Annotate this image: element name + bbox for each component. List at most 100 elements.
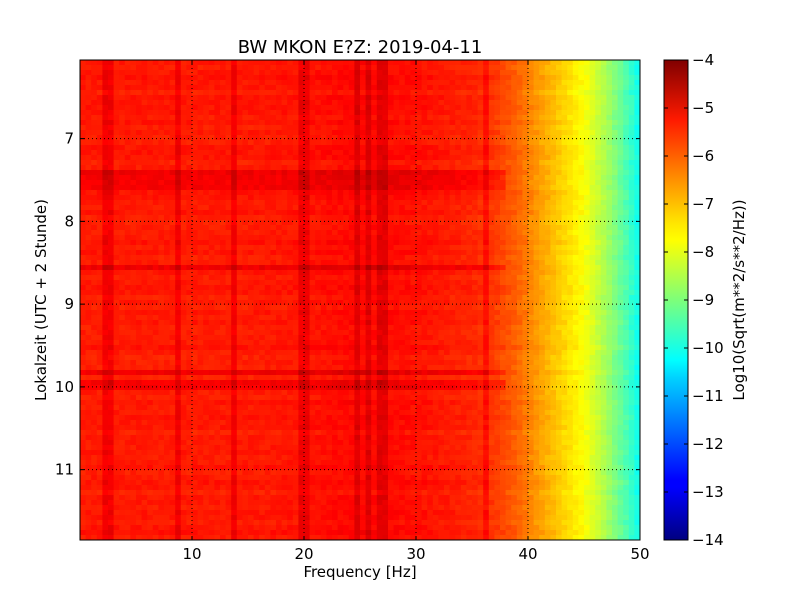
heatmap-cell [477,90,484,96]
heatmap-cell [141,220,148,226]
heatmap-cell [528,155,535,161]
heatmap-cell [124,65,131,71]
heatmap-cell [444,215,451,221]
heatmap-cell [561,125,568,131]
heatmap-cell [113,225,120,231]
heatmap-cell [628,195,635,201]
heatmap-cell [141,215,148,221]
heatmap-cell [460,180,467,186]
heatmap-cell [460,150,467,156]
heatmap-cell [410,165,417,171]
heatmap-cell [477,305,484,311]
heatmap-cell [147,230,154,236]
heatmap-cell [561,210,568,216]
heatmap-cell [628,300,635,306]
heatmap-cell [393,210,400,216]
heatmap-cell [455,115,462,121]
heatmap-cell [455,285,462,291]
heatmap-cell [572,125,579,131]
heatmap-cell [119,100,126,106]
heatmap-cell [404,75,411,81]
heatmap-cell [124,180,131,186]
heatmap-cell [567,60,574,66]
heatmap-cell [533,120,540,126]
heatmap-cell [528,200,535,206]
heatmap-cell [472,65,479,71]
heatmap-cell [444,275,451,281]
heatmap-cell [444,235,451,241]
heatmap-cell [600,205,607,211]
heatmap-cell [175,260,182,266]
heatmap-cell [533,255,540,261]
heatmap-cell [130,225,137,231]
heatmap-cell [472,295,479,301]
heatmap-cell [259,190,266,196]
heatmap-cell [208,100,215,106]
heatmap-cell [91,225,98,231]
heatmap-cell [410,305,417,311]
heatmap-cell [444,165,451,171]
heatmap-cell [214,275,221,281]
heatmap-cell [164,265,171,271]
heatmap-cell [388,90,395,96]
heatmap-cell [119,125,126,131]
heatmap-cell [281,220,288,226]
heatmap-cell [298,65,305,71]
heatmap-cell [158,270,165,276]
heatmap-cell [584,265,591,271]
heatmap-cell [589,175,596,181]
heatmap-cell [332,225,339,231]
heatmap-cell [544,100,551,106]
heatmap-cell [516,160,523,166]
heatmap-cell [113,110,120,116]
heatmap-cell [516,70,523,76]
heatmap-cell [130,255,137,261]
heatmap-cell [225,110,232,116]
heatmap-cell [281,165,288,171]
heatmap-cell [634,110,640,116]
heatmap-cell [236,300,243,306]
heatmap-cell [589,125,596,131]
heatmap-cell [606,125,613,131]
heatmap-cell [108,135,115,141]
heatmap-cell [259,275,266,281]
heatmap-cell [488,275,495,281]
heatmap-cell [197,160,204,166]
heatmap-cell [326,65,333,71]
heatmap-cell [180,200,187,206]
heatmap-cell [287,190,294,196]
heatmap-cell [567,265,574,271]
heatmap-cell [119,175,126,181]
heatmap-cell [584,110,591,116]
heatmap-cell [444,255,451,261]
heatmap-cell [113,70,120,76]
heatmap-cell [354,305,361,311]
heatmap-cell [208,300,215,306]
heatmap-cell [108,280,115,286]
heatmap-cell [460,185,467,191]
heatmap-cell [158,125,165,131]
heatmap-cell [556,210,563,216]
heatmap-cell [169,165,176,171]
heatmap-cell [96,290,103,296]
heatmap-cell [203,135,210,141]
heatmap-cell [175,120,182,126]
heatmap-cell [511,140,518,146]
heatmap-cell [449,150,456,156]
heatmap-cell [533,210,540,216]
heatmap-cell [298,145,305,151]
heatmap-cell [382,165,389,171]
heatmap-cell [186,200,193,206]
heatmap-cell [315,280,322,286]
heatmap-cell [326,185,333,191]
heatmap-cell [96,70,103,76]
heatmap-cell [337,280,344,286]
heatmap-cell [124,255,131,261]
heatmap-cell [382,235,389,241]
heatmap-cell [309,180,316,186]
heatmap-cell [348,190,355,196]
heatmap-cell [460,260,467,266]
heatmap-cell [556,275,563,281]
heatmap-cell [276,175,283,181]
heatmap-cell [589,140,596,146]
